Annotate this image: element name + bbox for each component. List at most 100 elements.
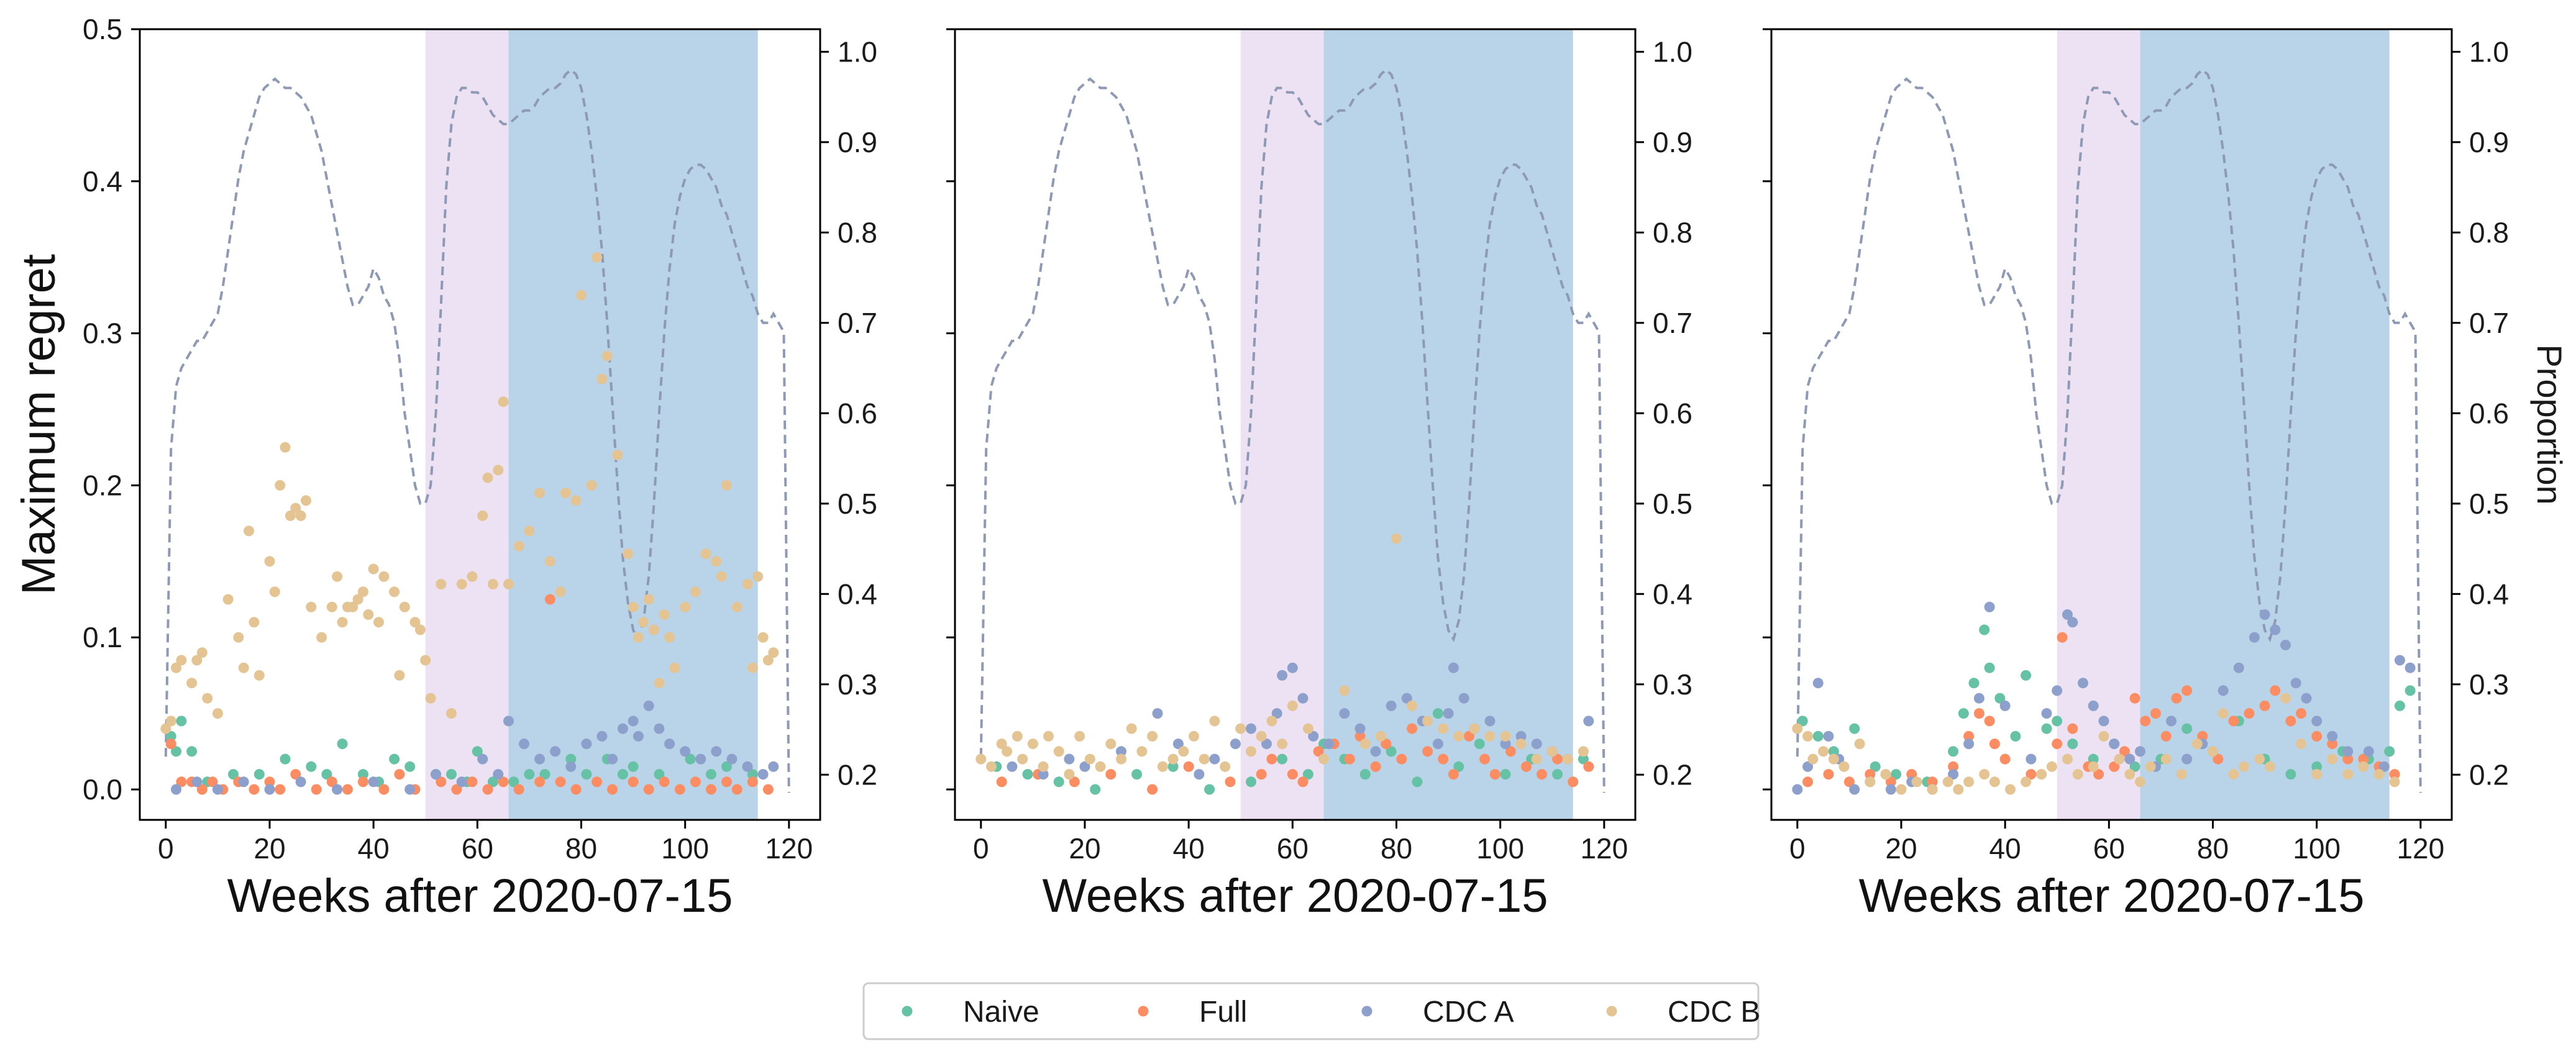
data-point	[2181, 753, 2193, 765]
data-point	[409, 617, 421, 628]
y-right-tick-label: 0.7	[1653, 307, 1692, 339]
data-point	[2285, 769, 2296, 780]
data-point	[171, 662, 181, 673]
data-point	[332, 571, 343, 582]
data-point	[1308, 730, 1319, 742]
data-point	[2026, 769, 2037, 780]
data-point	[1906, 769, 1917, 780]
x-tick-label: 120	[2396, 832, 2444, 865]
data-point	[1948, 761, 1959, 772]
data-point	[643, 700, 654, 711]
data-point	[2140, 716, 2151, 727]
data-point	[1064, 769, 1075, 780]
data-point	[171, 784, 181, 795]
legend-marker	[1606, 1006, 1617, 1017]
y-right-tick-label: 0.6	[838, 397, 877, 429]
data-point	[596, 730, 608, 742]
data-point	[664, 739, 675, 750]
y-tick-label: 0.3	[83, 317, 122, 350]
data-point	[2327, 739, 2338, 750]
data-point	[1064, 753, 1075, 765]
x-tick-label: 60	[462, 832, 493, 865]
data-point	[1968, 678, 1980, 689]
data-point	[1994, 693, 2006, 704]
y-right-tick-label: 0.9	[2469, 126, 2509, 158]
data-point	[1849, 784, 1860, 795]
data-point	[196, 647, 208, 658]
data-point	[2264, 761, 2275, 772]
shaded-region	[425, 29, 509, 820]
data-point	[581, 739, 592, 750]
data-point	[695, 753, 706, 765]
data-point	[1302, 723, 1313, 734]
data-point	[2041, 708, 2052, 719]
data-point	[1339, 708, 1350, 719]
data-point	[1979, 769, 1990, 780]
data-point	[555, 586, 566, 598]
data-point	[1953, 784, 1964, 795]
data-point	[1500, 730, 1511, 742]
data-point	[1147, 730, 1158, 742]
data-point	[742, 579, 753, 589]
data-point	[176, 716, 187, 727]
data-point	[1521, 761, 1532, 772]
data-point	[1963, 739, 1975, 750]
data-point	[508, 776, 519, 788]
data-point	[1386, 746, 1397, 757]
data-point	[1802, 730, 1813, 742]
data-point	[1375, 730, 1386, 742]
x-axis-title: Weeks after 2020-07-15	[1043, 870, 1548, 922]
x-tick-label: 80	[1381, 832, 1412, 865]
data-point	[700, 548, 711, 560]
data-point	[1012, 730, 1023, 742]
data-point	[264, 784, 275, 795]
data-point	[1849, 723, 1860, 734]
data-point	[726, 753, 738, 765]
data-point	[176, 776, 187, 788]
data-point	[513, 784, 524, 795]
series-naive	[991, 708, 1589, 795]
data-point	[306, 761, 317, 772]
data-point	[1484, 730, 1496, 742]
data-point	[2233, 662, 2244, 673]
data-point	[1344, 753, 1355, 765]
data-point	[1256, 769, 1267, 780]
data-point	[1537, 769, 1547, 780]
data-point	[228, 769, 239, 780]
data-point	[2191, 739, 2203, 750]
data-point	[1562, 753, 1573, 765]
data-point	[1828, 746, 1839, 757]
data-point	[1422, 716, 1433, 727]
shaded-region	[1323, 29, 1573, 820]
data-point	[233, 632, 244, 643]
data-point	[503, 716, 514, 727]
data-point	[280, 753, 291, 765]
y-right-axis-title: Proportion	[2530, 344, 2569, 504]
legend-box	[862, 982, 1760, 1040]
data-point	[2098, 730, 2109, 742]
data-point	[1038, 761, 1049, 772]
data-point	[680, 601, 691, 612]
data-point	[171, 746, 181, 757]
data-point	[2239, 761, 2250, 772]
data-point	[498, 396, 509, 407]
data-point	[332, 784, 343, 795]
data-point	[586, 480, 597, 491]
x-tick-label: 0	[1789, 832, 1806, 865]
proportion-line	[1796, 68, 2422, 793]
data-point	[290, 502, 301, 514]
data-point	[1474, 739, 1485, 750]
data-point	[555, 776, 566, 788]
data-point	[2342, 746, 2354, 757]
data-point	[285, 510, 296, 521]
data-point	[1942, 776, 1953, 788]
data-point	[165, 716, 176, 727]
y-tick-label: 0.1	[83, 621, 122, 653]
data-point	[2270, 624, 2281, 635]
data-point	[1230, 739, 1241, 750]
data-point	[1167, 753, 1179, 765]
data-point	[669, 662, 680, 673]
data-point	[1552, 753, 1563, 765]
data-point	[446, 708, 457, 719]
data-point	[2109, 761, 2120, 772]
